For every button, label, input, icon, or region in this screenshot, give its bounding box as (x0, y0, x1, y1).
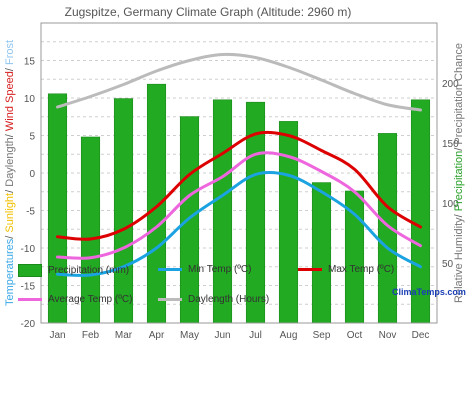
x-tick-label: Aug (280, 330, 298, 341)
axis-label-part: Wind Speed (4, 71, 16, 131)
plot-border (40, 22, 438, 324)
axis-label-part: / (4, 131, 16, 137)
series-lines (56, 52, 422, 277)
precipitation-bar-jan (47, 93, 68, 324)
x-tick-label: Sep (313, 330, 331, 341)
average-temp-line (56, 151, 422, 260)
x-tick-label: Oct (347, 330, 363, 341)
left-tick-label: 10 (24, 94, 36, 105)
precipitation-bar-apr (146, 83, 167, 324)
axis-label-part: Temperatures (4, 238, 16, 306)
precipitation-bar-jun (212, 99, 233, 324)
left-axis-label: Temperatures/ Sunlight/ Daylength/ Wind … (4, 40, 16, 306)
grid (41, 41, 437, 305)
right-tick-label: 100 (442, 199, 459, 210)
axis-label-part: / (453, 211, 465, 217)
x-tick-label: Feb (82, 330, 100, 341)
left-tick-label: 0 (29, 169, 35, 180)
axis-label-part: / (4, 233, 16, 239)
x-tick-label: Jan (49, 330, 65, 341)
tick-labels: -20 -15 -10 -5 0 5 10 15 50 100 150 200 Jan Feb Mar Apr… (21, 57, 460, 342)
min-temp-line (56, 170, 422, 277)
x-tick-label: Nov (379, 330, 397, 341)
x-tick-label: Jul (249, 330, 262, 341)
chart-title: Zugspitze, Germany Climate Graph (Altitu… (65, 5, 352, 19)
right-tick-label: 50 (442, 259, 454, 270)
precipitation-bar-dec (410, 99, 431, 324)
left-tick-label: -10 (21, 244, 36, 255)
precipitation-bar-feb (80, 136, 101, 324)
axis-label-part: Relative Humidity (453, 217, 465, 303)
precipitation-bar-sep (311, 182, 332, 324)
left-tick-label: 15 (24, 57, 36, 68)
right-axis-label: Relative Humidity/ Precipitation/ Precip… (453, 43, 465, 303)
x-tick-label: Mar (115, 330, 133, 341)
left-tick-label: -5 (26, 207, 35, 218)
left-tick-label: -15 (21, 282, 36, 293)
x-tick-label: Dec (412, 330, 430, 341)
axis-label-part: / (4, 187, 16, 193)
right-tick-label: 150 (442, 139, 459, 150)
axis-label-part: / (4, 65, 16, 71)
axis-label-part: Precipitation Chance (453, 43, 465, 145)
daylength-line (56, 52, 422, 112)
max-temp-line (56, 130, 422, 241)
axis-label-part: Daylength (4, 137, 16, 187)
x-tick-label: Apr (149, 330, 165, 341)
axis-label-part: Precipitation (453, 151, 465, 212)
x-tick-label: Jun (214, 330, 230, 341)
precipitation-bar-nov (377, 133, 398, 324)
right-tick-label: 200 (442, 79, 459, 90)
axis-label-part: Sunlight (4, 193, 16, 233)
x-tick-label: May (180, 330, 199, 341)
precipitation-bar-aug (278, 121, 299, 324)
axis-label-part: / (453, 145, 465, 151)
left-tick-label: 5 (29, 132, 35, 143)
axis-label-part: Frost (4, 40, 16, 65)
left-tick-label: -20 (21, 319, 36, 330)
precipitation-bar-mar (113, 98, 134, 324)
